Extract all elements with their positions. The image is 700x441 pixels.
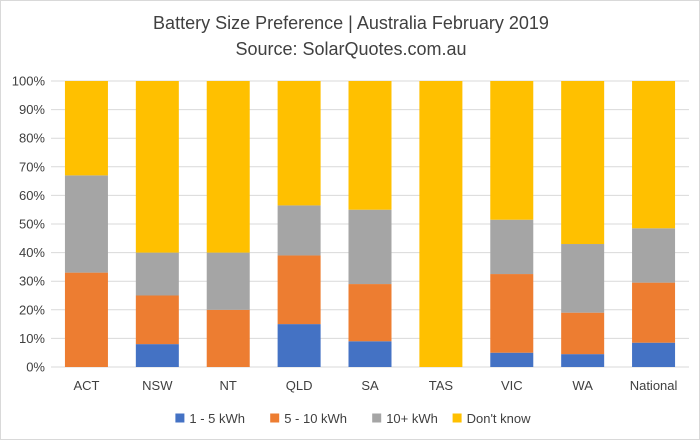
y-tick-label: 40% [19,245,45,260]
bar-segment [561,244,605,313]
bar-segment [277,205,321,256]
legend-swatch [372,413,382,423]
y-tick-label: 50% [19,217,45,232]
bar-segment [632,81,676,229]
x-tick-label: NT [220,378,237,393]
x-tick-label: National [630,378,678,393]
y-axis-ticks: 0% 10% 20% 30% 40% 50% 60% 70% 80% 90% 100% [12,74,46,375]
bar-segment [348,209,392,285]
y-tick-label: 90% [19,102,45,117]
bar-segment [206,252,250,310]
bar-segment [64,175,108,273]
x-tick-label: NSW [142,378,173,393]
y-tick-label: 30% [19,274,45,289]
bar-segment [277,255,321,325]
legend-swatch [452,413,462,423]
bar-segment [135,295,179,345]
x-tick-label: ACT [73,378,99,393]
legend: 1 - 5 kWh 5 - 10 kWh 10+ kWh Don't know [175,411,531,426]
legend-label: 10+ kWh [386,411,438,426]
legend-label: Don't know [467,411,532,426]
legend-swatch [270,413,280,423]
x-tick-label: QLD [286,378,313,393]
bar-segment [490,219,534,275]
bar-segment [561,312,605,355]
legend-label: 5 - 10 kWh [284,411,347,426]
bar-segment [490,274,534,353]
x-tick-label: VIC [501,378,523,393]
bar-segment [277,81,321,206]
bar-segment [348,81,392,210]
bar-segment [419,81,463,367]
y-tick-label: 20% [19,302,45,317]
x-tick-label: TAS [429,378,454,393]
y-tick-label: 80% [19,131,45,146]
bar-segment [64,272,108,367]
bar-segment [632,342,676,367]
y-tick-label: 100% [12,74,46,89]
y-tick-label: 70% [19,159,45,174]
y-tick-label: 0% [26,360,45,375]
legend-label: 1 - 5 kWh [189,411,245,426]
x-axis-ticks: ACT NSW NT QLD SA TAS VIC WA National [73,378,677,393]
chart-title: Battery Size Preference | Australia Febr… [153,13,549,33]
bar-segment [277,324,321,367]
bar-segment [206,309,250,367]
chart-subtitle: Source: SolarQuotes.com.au [235,39,467,59]
bar-segment [206,81,250,253]
bar-segment [135,252,179,296]
legend-swatch [175,413,185,423]
bar-segment [490,81,534,220]
bar-segment [64,81,108,176]
x-tick-label: WA [572,378,593,393]
bar-segment [561,81,605,245]
bars [64,81,676,367]
bar-segment [561,354,605,367]
y-tick-label: 60% [19,188,45,203]
bar-segment [135,344,179,367]
bar-segment [632,228,676,283]
bar-segment [348,284,392,342]
bar-segment [632,282,676,343]
y-tick-label: 10% [19,331,45,346]
bar-segment [348,341,392,367]
bar-segment [490,352,534,367]
x-tick-label: SA [361,378,379,393]
bar-segment [135,81,179,253]
